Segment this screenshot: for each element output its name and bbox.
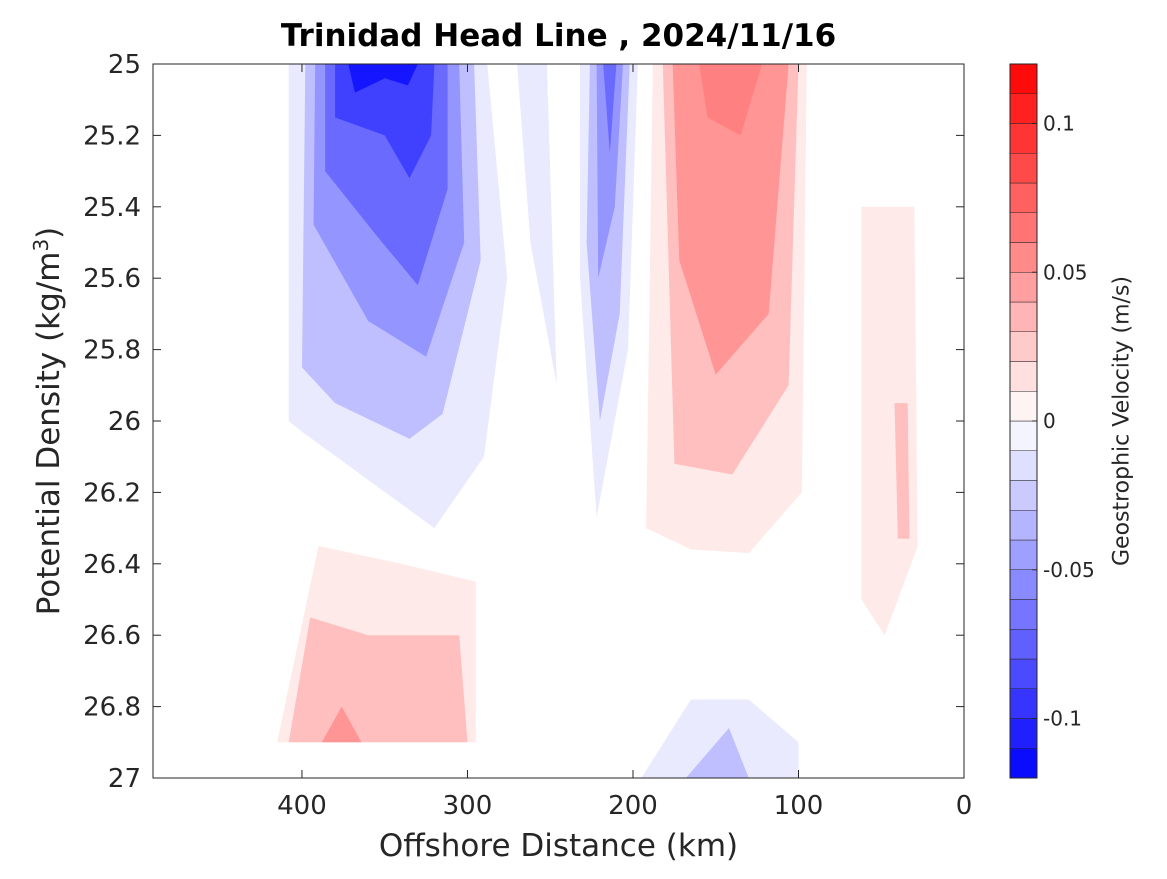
colorbar-swatch <box>1009 569 1038 600</box>
colorbar-swatch <box>1009 63 1038 94</box>
y-tick-label: 27 <box>108 764 141 794</box>
colorbar-swatch <box>1009 153 1038 184</box>
colorbar-swatch <box>1009 361 1038 392</box>
x-tick-label: 300 <box>443 791 493 821</box>
colorbar-tick-label: 0 <box>1043 409 1056 433</box>
colorbar-swatch <box>1009 93 1038 124</box>
colorbar-swatch <box>1009 123 1038 154</box>
contour-level-3-2 <box>672 64 789 375</box>
y-axis-label-end: ) <box>31 226 68 239</box>
x-axis-label: Offshore Distance (km) <box>378 828 739 864</box>
colorbar-swatch <box>1009 748 1038 779</box>
y-tick-label: 25.8 <box>83 336 141 366</box>
colorbar-swatch <box>1009 658 1038 689</box>
colorbar-swatch <box>1009 391 1038 422</box>
colorbar-swatch <box>1009 510 1038 541</box>
contour-level-1-0 <box>517 64 557 386</box>
contour-level-5-1 <box>288 617 468 743</box>
y-tick-label: 25.4 <box>83 193 141 223</box>
contour-level-0-4 <box>335 64 435 179</box>
colorbar-swatch <box>1009 242 1038 273</box>
colorbar-swatch <box>1009 688 1038 719</box>
colorbar-swatch <box>1009 480 1038 511</box>
x-tick-label: 200 <box>608 791 658 821</box>
y-tick-label: 26.2 <box>83 478 141 508</box>
colorbar-tick-label: -0.1 <box>1043 707 1082 731</box>
contour-level-5-2 <box>321 706 362 743</box>
colorbar-swatch <box>1009 182 1038 213</box>
x-axis: 400 300 200 100 0 <box>277 64 972 821</box>
y-axis-label: Potential Density (kg/m3) <box>29 227 67 616</box>
contour-level-2-3 <box>603 64 617 154</box>
colorbar-swatch <box>1009 212 1038 243</box>
x-tick-label: 0 <box>956 791 973 821</box>
contour-level-3-3 <box>699 64 763 136</box>
contour-level-2-2 <box>596 64 623 279</box>
y-tick-label: 26.6 <box>83 621 141 651</box>
contour-layer <box>277 64 918 778</box>
colorbar-swatch <box>1009 331 1038 362</box>
colorbar-swatch <box>1009 301 1038 332</box>
plot-frame <box>152 63 965 779</box>
y-tick-label: 25.6 <box>83 264 141 294</box>
colorbar-swatch <box>1009 450 1038 481</box>
colorbar-swatch <box>1009 629 1038 660</box>
colorbar-swatch <box>1009 420 1038 451</box>
contour-level-0-5 <box>348 64 418 93</box>
y-tick-label: 25 <box>108 50 141 80</box>
colorbar-label: Geostrophic Velocity (m/s) <box>1109 275 1135 567</box>
contour-level-6-1 <box>685 728 749 778</box>
colorbar-swatch <box>1009 539 1038 570</box>
colorbar-tick-label: -0.05 <box>1043 558 1095 582</box>
colorbar-tick-label: 0.05 <box>1043 260 1088 284</box>
y-tick-label: 26.8 <box>83 693 141 723</box>
x-tick-label: 100 <box>774 791 824 821</box>
colorbar-tick-label: 0.1 <box>1043 112 1075 136</box>
contour-level-4-1 <box>894 403 910 539</box>
colorbar-swatch <box>1009 599 1038 630</box>
y-tick-label: 26 <box>108 407 141 437</box>
y-tick-label: 25.2 <box>83 121 141 151</box>
y-axis-label-superscript: 3 <box>28 238 53 252</box>
x-tick-label: 400 <box>277 791 327 821</box>
contour-level-4-0 <box>861 206 918 636</box>
colorbar-swatch <box>1009 272 1038 303</box>
y-tick-label: 26.4 <box>83 550 141 580</box>
y-axis: 25 25.2 25.4 25.6 25.8 26 26.2 26.4 26.6 26.8 27 <box>83 50 964 794</box>
colorbar-swatch <box>1009 718 1038 749</box>
y-axis-label-text: Potential Density (kg/m <box>31 251 68 616</box>
colorbar: 0.1 0.05 0 -0.05 -0.1 <box>1009 63 1095 779</box>
chart-title: Trinidad Head Line , 2024/11/16 <box>280 18 837 54</box>
